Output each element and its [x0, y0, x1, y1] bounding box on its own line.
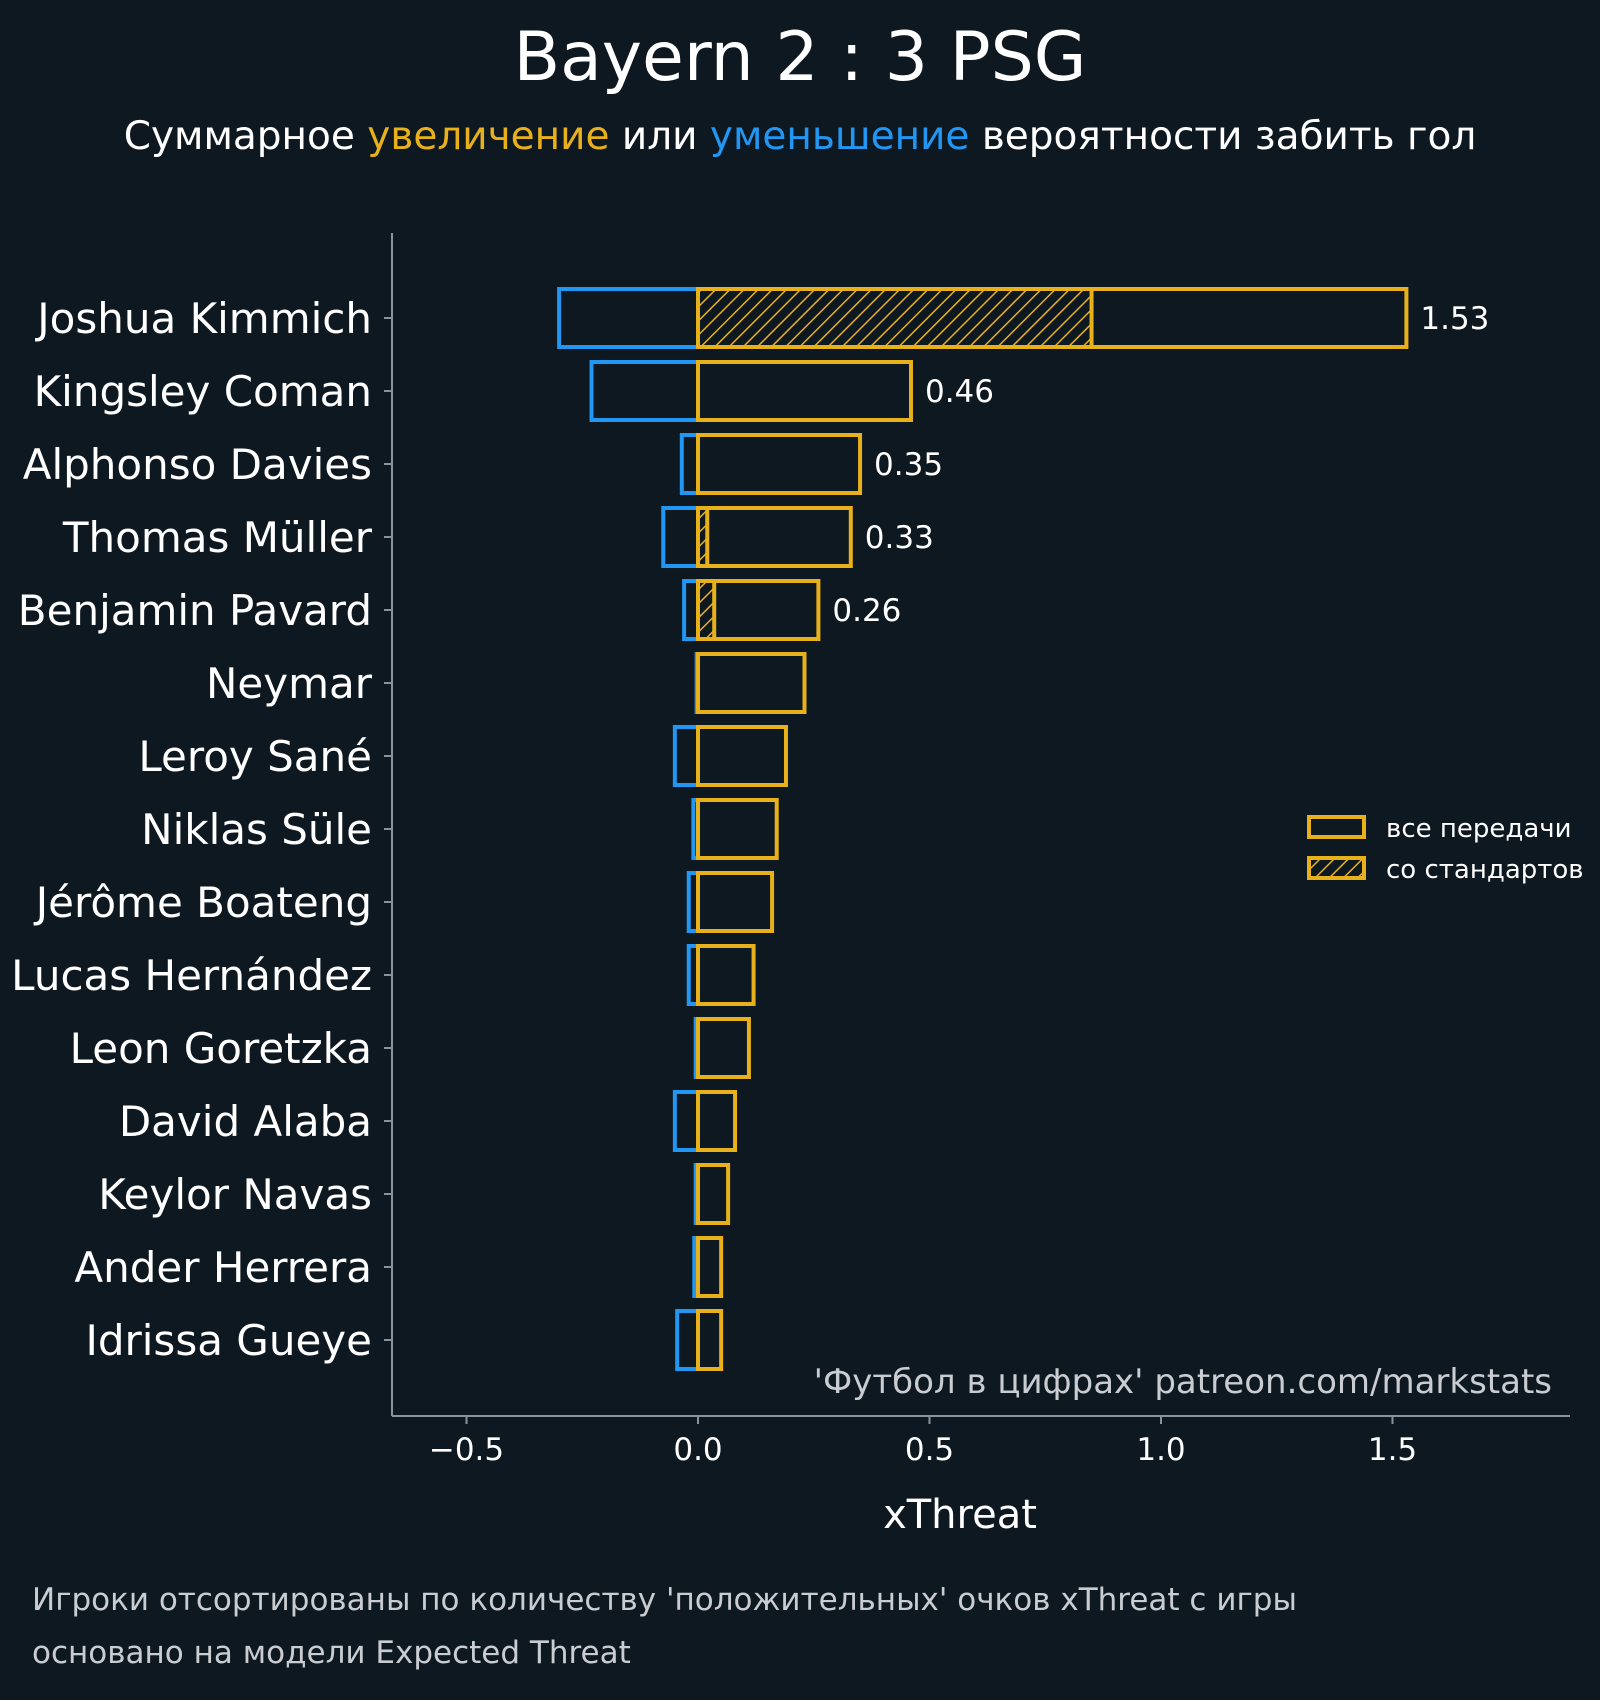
- player-name-label: Idrissa Gueye: [85, 1316, 372, 1365]
- bar-value-label: 1.53: [1420, 301, 1489, 337]
- bar-negative: [675, 1309, 700, 1371]
- bar-positive: [696, 579, 821, 641]
- watermark: 'Футбол в цифрах' patreon.com/markstats: [814, 1362, 1552, 1402]
- footnote-sorting: Игроки отсортированы по количеству 'поло…: [32, 1582, 1297, 1618]
- bars-layer: [557, 287, 1409, 1371]
- bar-negative: [589, 360, 701, 422]
- player-name-label: Benjamin Pavard: [18, 586, 372, 635]
- bar-positive: [696, 725, 788, 787]
- subtitle-prefix: Суммарное: [123, 114, 368, 159]
- bar-positive: [696, 1236, 724, 1298]
- subtitle-suffix: вероятности забить гол: [969, 114, 1477, 159]
- player-name-label: Jérôme Boateng: [33, 878, 372, 927]
- player-name-label: Thomas Müller: [62, 513, 373, 562]
- bar-negative: [661, 506, 701, 568]
- bar-value-label: 0.33: [865, 520, 934, 556]
- labels-layer: 1.53 Joshua Kimmich 0.46 Kingsley Coman 0.35…: [11, 294, 1489, 1468]
- subtitle-decrease: уменьшение: [709, 114, 970, 159]
- subtitle-middle: или: [609, 114, 710, 159]
- x-axis-label: xThreat: [883, 1492, 1037, 1538]
- axes-layer: [391, 233, 1570, 1417]
- bar-positive: [696, 1017, 751, 1079]
- player-name-label: Leroy Sané: [138, 732, 372, 781]
- bar-negative: [672, 725, 700, 787]
- x-tick-label: 0.5: [905, 1432, 954, 1468]
- legend-swatch-all-passes: [1307, 815, 1366, 839]
- bar-positive: [696, 506, 853, 568]
- player-name-label: David Alaba: [119, 1097, 372, 1146]
- subtitle-increase: увеличение: [367, 114, 610, 159]
- x-tick-label: 1.5: [1368, 1432, 1417, 1468]
- bar-negative: [672, 1090, 700, 1152]
- bar-negative: [682, 579, 700, 641]
- x-tick-label: 1.0: [1136, 1432, 1185, 1468]
- legend-swatch-set-pieces: [1307, 856, 1366, 880]
- bar-value-label: 0.35: [874, 447, 943, 483]
- player-name-label: Neymar: [206, 659, 373, 708]
- player-name-label: Alphonso Davies: [23, 440, 372, 489]
- legend: все передачи со стандартов: [1307, 814, 1584, 885]
- bar-positive: [696, 652, 807, 714]
- player-name-label: Ander Herrera: [74, 1243, 372, 1292]
- x-tick-label: 0.0: [673, 1432, 722, 1468]
- player-name-label: Leon Goretzka: [70, 1024, 372, 1073]
- bar-negative: [679, 433, 700, 495]
- player-name-label: Lucas Hernández: [11, 951, 372, 1000]
- footnote-model: основано на модели Expected Threat: [32, 1635, 631, 1671]
- player-name-label: Niklas Süle: [141, 805, 372, 854]
- bar-positive: [696, 871, 775, 933]
- player-name-label: Keylor Navas: [98, 1170, 372, 1219]
- bar-value-label: 0.46: [925, 374, 994, 410]
- bar-positive: [696, 1163, 731, 1225]
- legend-label-all-passes: все передачи: [1386, 814, 1572, 844]
- bar-positive: [696, 360, 913, 422]
- bar-set-piece: [696, 579, 717, 641]
- legend-label-set-pieces: со стандартов: [1386, 855, 1584, 885]
- bar-negative: [557, 287, 700, 349]
- bar-positive: [696, 433, 863, 495]
- bar-positive: [696, 944, 756, 1006]
- player-name-label: Joshua Kimmich: [34, 294, 372, 343]
- bar-positive: [696, 287, 1409, 349]
- bar-value-label: 0.26: [832, 593, 901, 629]
- chart-title: Bayern 2 : 3 PSG: [513, 18, 1087, 97]
- bar-positive: [696, 798, 779, 860]
- player-name-label: Kingsley Coman: [34, 367, 372, 416]
- bar-positive: [696, 1090, 738, 1152]
- bar-set-piece: [696, 287, 1094, 349]
- bar-positive: [696, 1309, 724, 1371]
- chart-subtitle: Суммарное увеличение или уменьшение веро…: [0, 114, 1600, 159]
- x-tick-label: −0.5: [429, 1432, 504, 1468]
